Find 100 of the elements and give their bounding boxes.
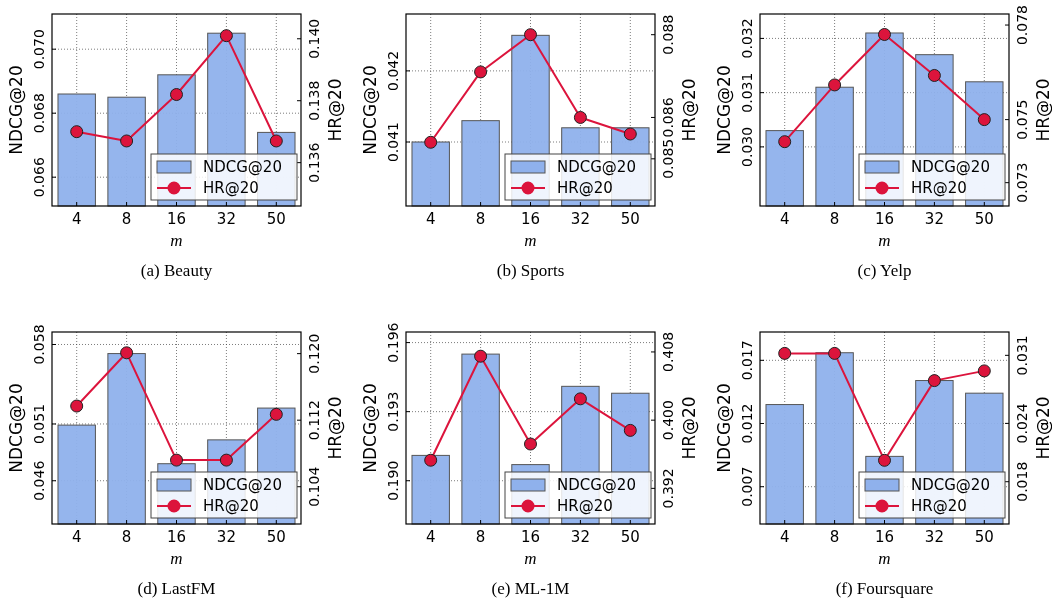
y-tick-label: 0.017 <box>739 340 755 381</box>
y-tick-label: 0.007 <box>739 466 755 507</box>
x-tick-label: 4 <box>779 210 790 228</box>
y-tick-label: 0.070 <box>31 29 47 70</box>
legend-label: HR@20 <box>911 497 967 515</box>
text: (d) LastFM <box>137 579 216 598</box>
x-tick-label: 50 <box>974 528 994 546</box>
y-tick-label: 0.030 <box>739 126 755 167</box>
x-tick-label: 4 <box>425 528 436 546</box>
x-tick-label: 16 <box>520 210 541 228</box>
y2-tick-label: 0.400 <box>660 400 676 441</box>
legend-label: HR@20 <box>203 497 259 515</box>
y2-tick-label: 0.136 <box>306 142 322 183</box>
x-axis-title: m <box>524 231 537 250</box>
y2-axis-title: HR@20 <box>325 396 345 460</box>
y2-tick-label: 0.104 <box>306 466 322 507</box>
y-axis-title: NDCG@20 <box>6 65 26 155</box>
y-axis-title: NDCG@20 <box>6 383 26 473</box>
x-tick-label: 32 <box>924 210 944 228</box>
x-tick-label: 8 <box>475 528 486 546</box>
x-axis-title: m <box>170 231 183 250</box>
x-axis-title: m <box>878 231 891 250</box>
legend-label: HR@20 <box>557 179 613 197</box>
legend-label: NDCG@20 <box>203 476 282 494</box>
y2-tick-label: 0.024 <box>1014 403 1030 444</box>
y2-tick-label: 0.031 <box>1014 335 1030 376</box>
legend-label: HR@20 <box>557 497 613 515</box>
text: (e) ML-1M <box>491 579 570 598</box>
text: (f) Foursquare <box>835 579 934 598</box>
x-tick-label: 50 <box>974 210 994 228</box>
text: (a) Beauty <box>140 261 213 280</box>
y-tick-label: 0.046 <box>31 460 47 501</box>
y2-tick-label: 0.078 <box>1014 4 1030 46</box>
x-tick-label: 32 <box>216 528 236 546</box>
y2-tick-label: 0.392 <box>660 468 676 509</box>
y2-tick-label: 0.120 <box>306 333 322 374</box>
y2-axis-title: HR@20 <box>679 396 699 460</box>
legend-label: NDCG@20 <box>911 158 990 176</box>
legend-label: NDCG@20 <box>557 476 636 494</box>
y2-tick-label: 0.140 <box>306 18 322 59</box>
y-tick-label: 0.193 <box>385 391 401 432</box>
y-tick-label: 0.031 <box>739 72 755 113</box>
x-axis-title: m <box>878 549 891 568</box>
x-tick-label: 4 <box>779 528 790 546</box>
legend-label: NDCG@20 <box>203 158 282 176</box>
x-tick-label: 16 <box>166 528 187 546</box>
y2-tick-label: 0.138 <box>306 80 322 121</box>
x-tick-label: 16 <box>166 210 187 228</box>
y-tick-label: 0.068 <box>31 93 47 134</box>
y-axis-title: NDCG@20 <box>360 65 380 155</box>
x-tick-label: 32 <box>570 210 590 228</box>
x-tick-label: 4 <box>71 210 82 228</box>
y-tick-label: 0.066 <box>31 157 47 198</box>
x-axis-title: m <box>170 549 183 568</box>
y2-tick-label: 0.085 <box>660 138 676 179</box>
y2-axis-title: HR@20 <box>679 78 699 142</box>
x-tick-label: 16 <box>520 528 541 546</box>
y2-tick-label: 0.086 <box>660 97 676 138</box>
y-tick-label: 0.032 <box>739 18 755 59</box>
x-tick-label: 32 <box>924 528 944 546</box>
legend-label: NDCG@20 <box>557 158 636 176</box>
y2-tick-label: 0.075 <box>1014 99 1030 140</box>
y2-tick-label: 0.088 <box>660 14 676 55</box>
legend-label: HR@20 <box>911 179 967 197</box>
x-axis-title: m <box>524 549 537 568</box>
x-tick-label: 50 <box>620 210 640 228</box>
y2-tick-label: 0.073 <box>1014 162 1030 203</box>
x-tick-label: 50 <box>266 528 286 546</box>
y2-tick-label: 0.018 <box>1014 461 1030 502</box>
y2-tick-label: 0.112 <box>306 400 322 441</box>
x-tick-label: 8 <box>121 528 132 546</box>
y-axis-title: NDCG@20 <box>360 383 380 473</box>
y2-tick-label: 0.408 <box>660 331 676 372</box>
y2-axis-title: HR@20 <box>1033 396 1052 460</box>
y-axis-title: NDCG@20 <box>714 65 734 155</box>
y-tick-label: 0.196 <box>385 322 401 363</box>
x-tick-label: 16 <box>874 210 895 228</box>
y-axis-title: NDCG@20 <box>714 383 734 473</box>
x-tick-label: 8 <box>829 528 840 546</box>
text: (c) Yelp <box>857 261 912 280</box>
x-tick-label: 4 <box>71 528 82 546</box>
y2-axis-title: HR@20 <box>325 78 345 142</box>
x-tick-label: 8 <box>475 210 486 228</box>
x-tick-label: 4 <box>425 210 436 228</box>
y-tick-label: 0.058 <box>31 324 47 365</box>
legend-label: NDCG@20 <box>911 476 990 494</box>
text: (b) Sports <box>496 261 565 280</box>
x-tick-label: 32 <box>570 528 590 546</box>
x-tick-label: 16 <box>874 528 895 546</box>
x-tick-label: 32 <box>216 210 236 228</box>
y-tick-label: 0.012 <box>739 403 755 444</box>
y-tick-label: 0.051 <box>31 403 47 445</box>
y-tick-label: 0.190 <box>385 460 401 501</box>
legend-label: HR@20 <box>203 179 259 197</box>
x-tick-label: 50 <box>620 528 640 546</box>
y-tick-label: 0.042 <box>385 50 401 91</box>
y-tick-label: 0.041 <box>385 121 401 163</box>
x-tick-label: 8 <box>121 210 132 228</box>
x-tick-label: 8 <box>829 210 840 228</box>
y2-axis-title: HR@20 <box>1033 78 1052 142</box>
